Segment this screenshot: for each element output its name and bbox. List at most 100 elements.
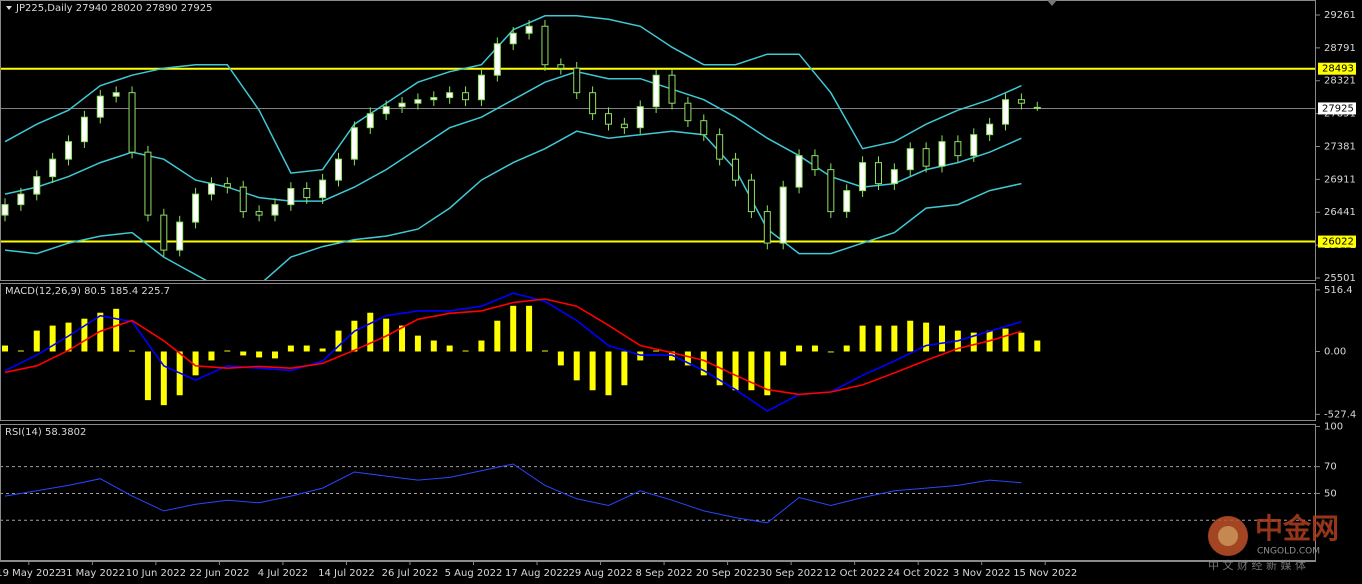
macd-histogram-bar [303,345,310,352]
watermark-brand: 中金网 [1255,512,1339,545]
candle-body [986,123,994,136]
menu-arrow [6,6,12,10]
candle-body [747,179,755,213]
candle-body [859,162,867,192]
macd-histogram-bar [399,325,406,352]
candle-body [239,186,247,213]
macd-histogram-bar [17,350,24,352]
candle-body [128,92,136,153]
macd-histogram-bar [113,308,120,352]
macd-histogram-bar [65,322,72,352]
candle-body [954,141,962,157]
candle-body [843,190,851,213]
x-tick-label: 8 Sep 2022 [636,568,693,579]
level-label-box [1318,235,1356,248]
candle-body [144,151,152,216]
candle-body [557,64,565,69]
main-title: JP225,Daily 27940 28020 27890 27925 [15,3,213,14]
bollinger-middle [4,70,1022,202]
candle-body [668,74,676,104]
candle-body [795,155,803,188]
candle-body [684,102,692,122]
bollinger-lower [4,130,1022,280]
candle-body [827,169,835,213]
candle-body [573,67,581,94]
level-label: 26022 [1322,237,1354,248]
candle-body [922,148,930,167]
shift-marker [1047,0,1057,6]
macd-histogram-bar [637,351,644,361]
y-tick-label: 26911 [1324,174,1356,185]
x-tick-label: 24 Oct 2022 [887,568,949,579]
y-tick-label: 50 [1324,488,1337,499]
macd-histogram-bar [764,351,771,396]
x-tick-label: 5 Aug 2022 [445,568,503,579]
macd-histogram-bar [49,325,56,352]
level-label: 28493 [1322,64,1354,75]
candle-body [303,188,311,199]
x-tick-label: 12 Oct 2022 [824,568,886,579]
macd-histogram-bar [414,335,421,352]
last-price-box [1318,102,1356,115]
y-tick-label: 0.00 [1324,346,1346,357]
candle-body [1,204,9,216]
macd-histogram-bar [351,320,358,352]
y-tick-label: 28791 [1324,43,1356,54]
y-tick-label: 28321 [1324,76,1356,87]
macd-histogram-bar [271,351,278,359]
main-panel-frame [0,0,1316,281]
level-label-box [1318,62,1356,75]
x-tick-label: 26 Jul 2022 [382,568,439,579]
x-tick-label: 29 Aug 2022 [569,568,633,579]
candle-body [65,141,73,160]
macd-histogram-bar [383,318,390,352]
macd-histogram-bar [526,305,533,352]
macd-histogram-bar [256,351,263,358]
candle-body [49,158,57,178]
macd-histogram-bar [843,345,850,352]
candle-body [732,158,740,181]
candle-body [33,176,41,195]
macd-histogram-bar [732,351,739,391]
macd-histogram-bar [462,350,469,352]
macd-histogram-bar [129,350,136,352]
candle-body [604,113,612,125]
candle-body [620,123,628,129]
macd-histogram-bar [827,351,834,353]
x-tick-label: 30 Sep 2022 [759,568,822,579]
candle-body [414,99,422,104]
x-tick-label: 17 Aug 2022 [505,568,569,579]
candle-body [970,134,978,157]
y-tick-label: 27381 [1324,141,1356,152]
candle-body [874,162,882,185]
macd-histogram-bar [653,350,660,352]
candle-body [350,127,358,160]
rsi-title: RSI(14) 58.3802 [5,427,86,438]
axes: 2550125971264412691127381278512832128791… [0,10,1356,579]
macd-histogram-bar [938,325,945,352]
macd-histogram-bar [33,330,40,352]
candle-body [446,92,454,99]
y-tick-label: -527.4 [1324,409,1356,420]
candle-body [763,211,771,244]
candle-body [477,74,485,101]
x-tick-label: 20 Sep 2022 [696,568,759,579]
macd-histogram-bar [224,350,231,352]
candle-body [335,158,343,181]
candle-body [1017,99,1025,104]
candle-body [271,204,279,216]
rsi-plot [1,463,1315,524]
macd-histogram-bar [875,325,882,352]
macd-line [4,292,1022,413]
candle-body [1033,106,1041,109]
x-tick-label: 15 Nov 2022 [1013,568,1077,579]
candle-body [890,169,898,185]
macd-histogram-bar [335,330,342,352]
macd-histogram-bar [700,351,707,376]
watermark-slogan: 中 文 财 经 新 媒 体 [1208,558,1306,572]
candle-body [716,134,724,160]
last-price-label: 27925 [1322,103,1354,114]
macd-histogram-bar [780,351,787,366]
